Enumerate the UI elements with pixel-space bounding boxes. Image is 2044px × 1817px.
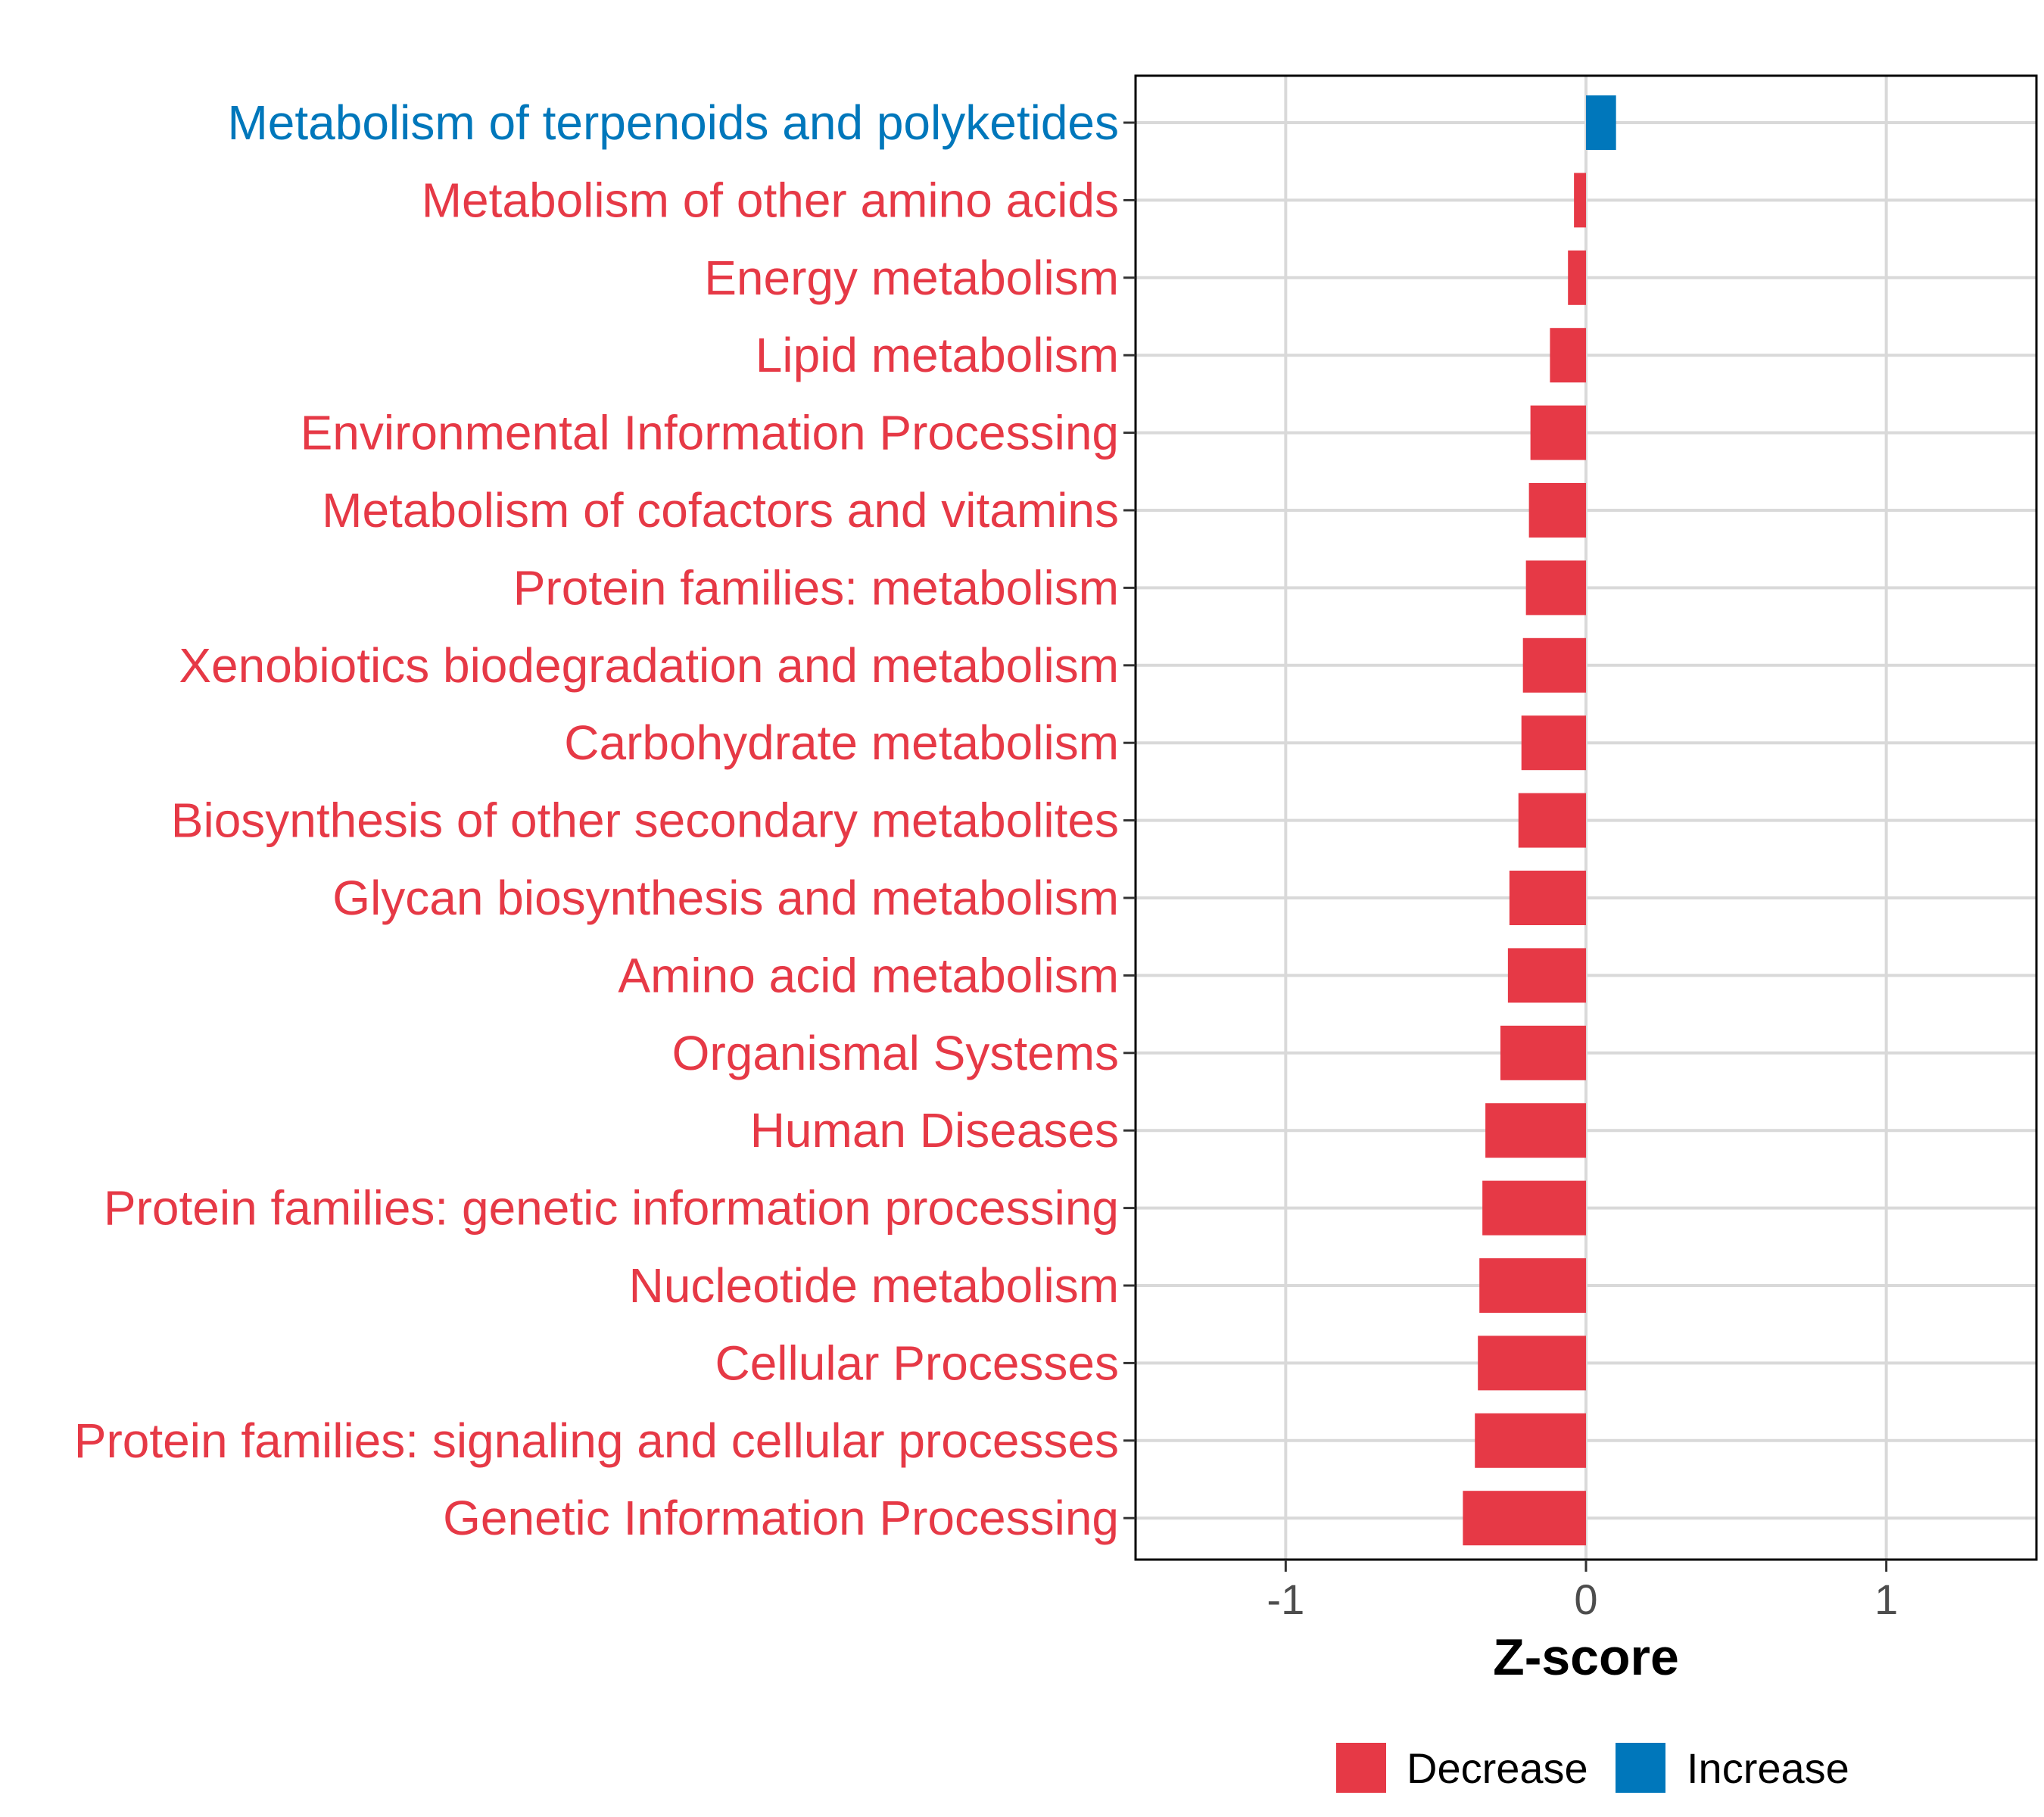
bar xyxy=(1463,1491,1586,1546)
bar xyxy=(1509,871,1586,925)
category-label: Environmental Information Processing xyxy=(301,406,1119,460)
y-axis-ticks xyxy=(1123,121,1136,1519)
category-label: Lipid metabolism xyxy=(756,328,1119,382)
legend-label: Decrease xyxy=(1407,1744,1588,1792)
category-label: Metabolism of terpenoids and polyketides xyxy=(227,95,1119,150)
x-tick-label: 1 xyxy=(1874,1575,1898,1623)
category-label: Biosynthesis of other secondary metaboli… xyxy=(171,793,1119,848)
legend-swatch xyxy=(1336,1743,1386,1793)
category-label: Energy metabolism xyxy=(704,251,1119,305)
bar xyxy=(1507,948,1586,1003)
legend-swatch xyxy=(1616,1743,1665,1793)
bar xyxy=(1528,483,1586,538)
legend: Decrease Increase xyxy=(1336,1743,1849,1793)
category-label: Glycan biosynthesis and metabolism xyxy=(332,871,1119,925)
bar xyxy=(1485,1103,1586,1158)
category-label: Human Diseases xyxy=(750,1103,1119,1158)
bar xyxy=(1522,637,1586,693)
bar xyxy=(1479,1258,1586,1313)
category-label: Xenobiotics biodegradation and metabolis… xyxy=(179,638,1119,693)
category-label: Organismal Systems xyxy=(672,1026,1119,1080)
bar xyxy=(1478,1335,1586,1391)
x-tick-label: -1 xyxy=(1267,1575,1304,1623)
category-label: Amino acid metabolism xyxy=(618,948,1119,1002)
category-label: Carbohydrate metabolism xyxy=(564,715,1119,770)
bar xyxy=(1518,793,1586,848)
bar xyxy=(1500,1025,1586,1080)
category-label: Protein families: genetic information pr… xyxy=(104,1181,1119,1236)
category-label: Metabolism of other amino acids xyxy=(422,173,1119,227)
bar xyxy=(1568,250,1586,305)
x-axis-ticks xyxy=(1284,1560,1888,1572)
bar xyxy=(1530,405,1586,460)
bar xyxy=(1521,715,1586,771)
legend-label: Increase xyxy=(1687,1744,1849,1792)
x-axis-labels: -1 0 1 xyxy=(1267,1575,1898,1623)
bar xyxy=(1475,1413,1586,1468)
x-tick-label: 0 xyxy=(1574,1575,1597,1623)
category-label: Cellular Processes xyxy=(715,1335,1119,1390)
bar xyxy=(1550,328,1586,383)
category-label: Nucleotide metabolism xyxy=(629,1258,1119,1313)
bar xyxy=(1574,173,1586,228)
category-label: Genetic Information Processing xyxy=(443,1491,1119,1545)
bars xyxy=(1463,95,1616,1546)
bar xyxy=(1586,95,1616,150)
bar xyxy=(1525,560,1586,616)
category-label: Protein families: metabolism xyxy=(513,560,1119,615)
x-axis-title: Z-score xyxy=(1493,1628,1679,1686)
y-axis-labels: Metabolism of terpenoids and polyketides… xyxy=(74,95,1119,1545)
bar xyxy=(1482,1180,1586,1236)
category-label: Protein families: signaling and cellular… xyxy=(74,1413,1119,1468)
category-label: Metabolism of cofactors and vitamins xyxy=(322,483,1119,538)
